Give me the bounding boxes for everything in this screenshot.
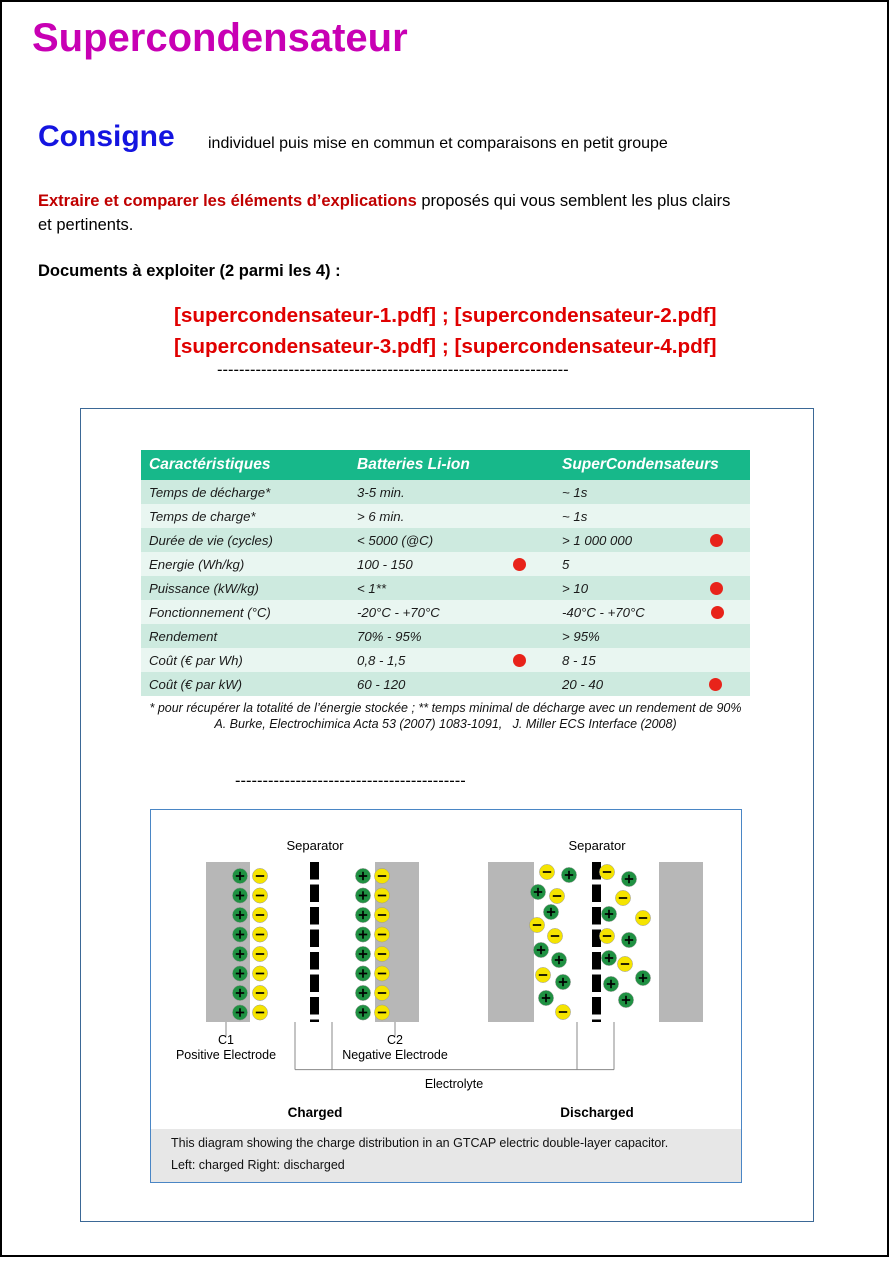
svg-text:Positive Electrode: Positive Electrode <box>176 1048 276 1062</box>
svg-text:Separator: Separator <box>568 838 626 853</box>
svg-text:Negative Electrode: Negative Electrode <box>342 1048 448 1062</box>
svg-text:Separator: Separator <box>286 838 344 853</box>
svg-text:C1: C1 <box>218 1033 234 1047</box>
svg-text:Charged: Charged <box>288 1105 343 1120</box>
svg-text:C2: C2 <box>387 1033 403 1047</box>
svg-text:Electrolyte: Electrolyte <box>425 1077 483 1091</box>
svg-text:Discharged: Discharged <box>560 1105 634 1120</box>
